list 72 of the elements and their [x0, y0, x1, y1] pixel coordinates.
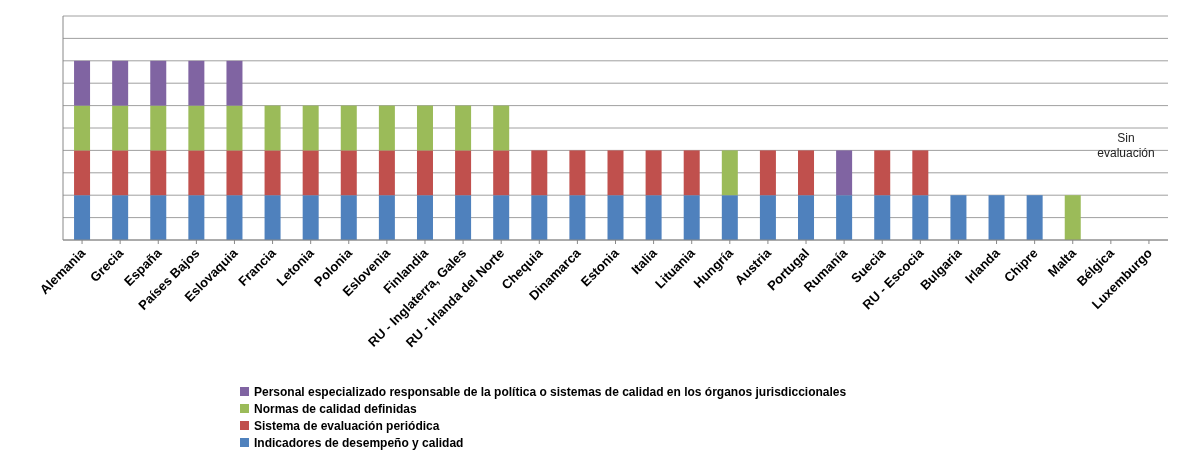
bar — [188, 105, 205, 151]
bar — [759, 150, 776, 196]
bar — [531, 195, 548, 240]
bar — [416, 195, 433, 240]
bar — [264, 195, 281, 240]
bar — [988, 195, 1005, 240]
bar — [493, 150, 510, 196]
bar — [836, 150, 853, 196]
bar — [531, 150, 548, 196]
bar — [721, 195, 738, 240]
bar — [874, 195, 891, 240]
bar — [798, 195, 815, 240]
bar — [302, 105, 319, 151]
bar — [836, 195, 853, 240]
bar — [378, 105, 395, 151]
bar — [74, 105, 91, 151]
bar — [340, 150, 357, 196]
bar — [721, 150, 738, 196]
bar — [493, 105, 510, 151]
bar — [798, 150, 815, 196]
bar — [150, 60, 167, 106]
legend-label: Personal especializado responsable de la política o sistemas de calidad en los órganos jurisdiccionales — [254, 385, 847, 399]
bar — [74, 195, 91, 240]
bar — [264, 150, 281, 196]
legend-label: Indicadores de desempeño y calidad — [254, 436, 464, 450]
bar — [264, 105, 281, 151]
bar — [912, 195, 929, 240]
bar — [1026, 195, 1043, 240]
bar — [340, 195, 357, 240]
bar — [150, 150, 167, 196]
bar — [340, 105, 357, 151]
bar — [950, 195, 967, 240]
bar — [74, 150, 91, 196]
bar — [302, 150, 319, 196]
bar — [455, 105, 472, 151]
bar — [378, 195, 395, 240]
bar — [150, 105, 167, 151]
legend-label: Normas de calidad definidas — [254, 402, 418, 416]
annotation: Sin evaluación — [1097, 131, 1155, 161]
bar — [683, 150, 700, 196]
bar — [226, 105, 243, 151]
bar — [759, 195, 776, 240]
bar — [645, 150, 662, 196]
bar — [569, 150, 586, 196]
bar — [607, 195, 624, 240]
bar — [912, 150, 929, 196]
bar — [226, 60, 243, 106]
bar — [455, 195, 472, 240]
bar — [455, 150, 472, 196]
legend-label: Sistema de evaluación periódica — [254, 419, 440, 433]
bar — [112, 60, 129, 106]
bar — [112, 105, 129, 151]
bar — [569, 195, 586, 240]
bar — [683, 195, 700, 240]
bar — [645, 195, 662, 240]
bar — [188, 150, 205, 196]
bar — [416, 105, 433, 151]
bar — [607, 150, 624, 196]
bar — [226, 195, 243, 240]
bar — [112, 150, 129, 196]
bar — [302, 195, 319, 240]
bar — [1064, 195, 1081, 240]
bar — [874, 150, 891, 196]
bar — [416, 150, 433, 196]
bar — [74, 60, 91, 106]
bar — [188, 60, 205, 106]
bar — [226, 150, 243, 196]
bar — [378, 150, 395, 196]
bar — [112, 195, 129, 240]
bar — [188, 195, 205, 240]
bar — [150, 195, 167, 240]
bar — [493, 195, 510, 240]
